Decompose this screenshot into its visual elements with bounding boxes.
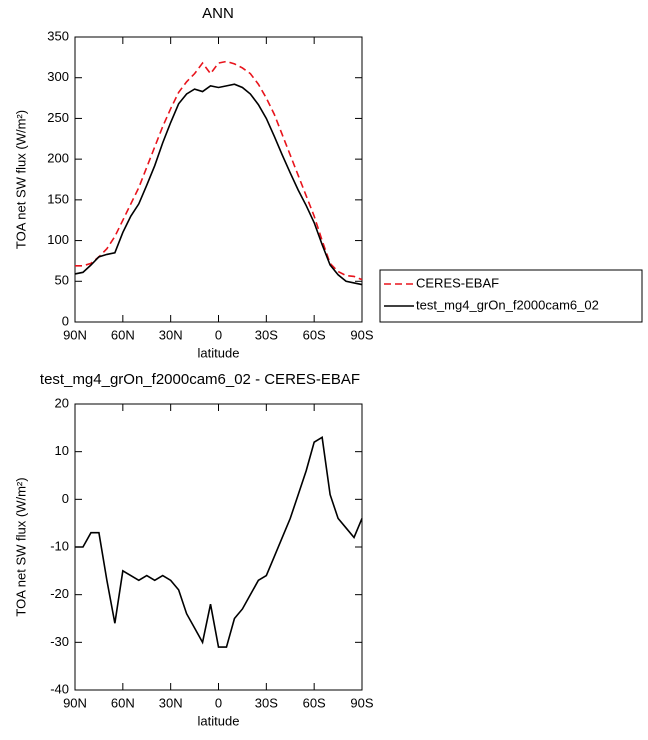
legend-label: CERES-EBAF (416, 275, 499, 290)
y-tick-label: -30 (50, 634, 69, 649)
y-tick-label: 0 (62, 491, 69, 506)
x-tick-label: 90N (63, 327, 87, 342)
y-axis-label: TOA net SW flux (W/m²) (13, 110, 28, 249)
legend-label: test_mg4_grOn_f2000cam6_02 (416, 297, 599, 312)
x-axis-label: latitude (198, 345, 240, 360)
y-tick-label: -20 (50, 586, 69, 601)
data-line (74, 83, 363, 286)
chart-title: ANN (202, 5, 234, 22)
y-tick-label: 50 (55, 273, 69, 288)
y-tick-label: -10 (50, 538, 69, 553)
data-line (75, 60, 363, 281)
y-tick-label: 300 (47, 69, 69, 84)
x-tick-label: 0 (215, 327, 222, 342)
x-tick-label: 60S (303, 327, 326, 342)
chart-title: test_mg4_grOn_f2000cam6_02 - CERES-EBAF (40, 371, 360, 388)
plot-frame (74, 36, 363, 323)
y-tick-label: -40 (50, 681, 69, 696)
y-tick-label: 100 (47, 232, 69, 247)
x-tick-label: 60N (111, 695, 135, 710)
y-tick-label: 250 (47, 110, 69, 125)
x-tick-label: 30N (159, 327, 183, 342)
y-tick-label: 150 (47, 191, 69, 206)
x-tick-label: 30S (255, 327, 278, 342)
x-tick-label: 90N (63, 695, 87, 710)
x-tick-label: 90S (350, 695, 373, 710)
x-tick-label: 30S (255, 695, 278, 710)
y-tick-label: 200 (47, 151, 69, 166)
y-axis-label: TOA net SW flux (W/m²) (13, 477, 28, 616)
x-tick-label: 60S (303, 695, 326, 710)
data-line (75, 436, 363, 648)
x-tick-label: 30N (159, 695, 183, 710)
x-tick-label: 0 (215, 695, 222, 710)
legend-box (379, 269, 643, 323)
x-tick-label: 60N (111, 327, 135, 342)
y-tick-label: 10 (55, 443, 69, 458)
y-tick-label: 350 (47, 28, 69, 43)
x-tick-label: 90S (350, 327, 373, 342)
y-tick-label: 20 (55, 395, 69, 410)
x-axis-label: latitude (198, 713, 240, 728)
y-tick-label: 0 (62, 313, 69, 328)
